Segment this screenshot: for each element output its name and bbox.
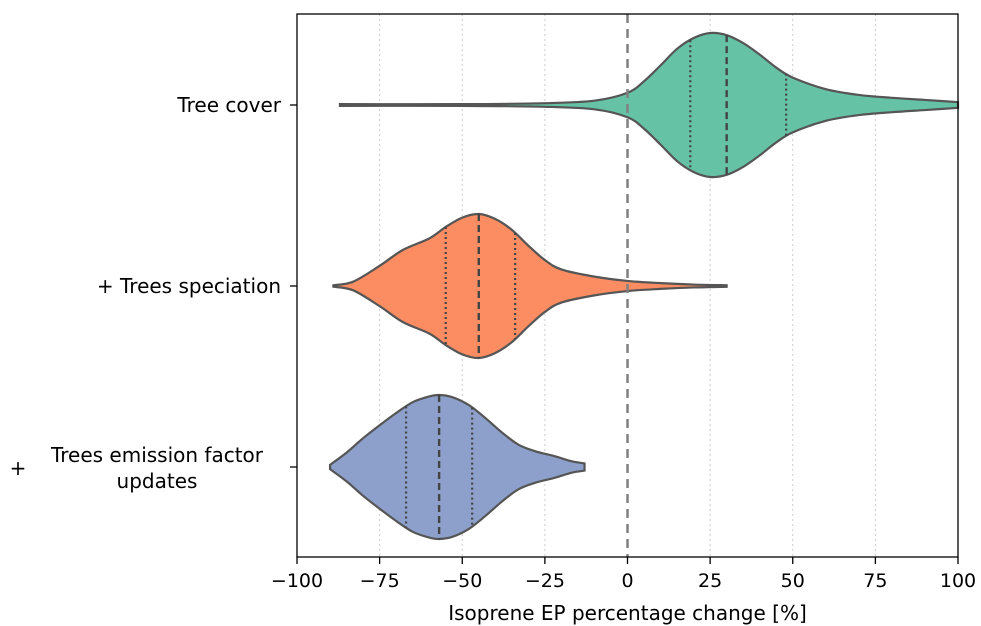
y-category-label-2-line-0: Trees emission factor bbox=[50, 443, 264, 467]
violin-body-1 bbox=[332, 212, 728, 360]
x-tick-label-3: −25 bbox=[525, 570, 565, 592]
violin-2 bbox=[328, 393, 586, 541]
violin-body-2 bbox=[328, 393, 586, 541]
x-axis-title: Isoprene EP percentage change [%] bbox=[448, 601, 807, 625]
y-axis-categories: Tree cover + Trees speciation Trees emissi… bbox=[10, 93, 297, 493]
y-category-label-0: Tree cover bbox=[176, 93, 281, 117]
y-category-label-prefix-2: + bbox=[10, 456, 27, 480]
x-tick-label-4: 0 bbox=[621, 570, 633, 592]
y-category-label-1: + Trees speciation bbox=[97, 274, 281, 298]
violins bbox=[328, 31, 960, 541]
x-tick-label-6: 50 bbox=[781, 570, 805, 592]
x-tick-label-5: 25 bbox=[698, 570, 722, 592]
x-axis-ticks: −100 −75 −50 −25 0 25 50 75 100 bbox=[271, 557, 976, 592]
x-tick-label-2: −50 bbox=[442, 570, 482, 592]
y-category-label-2-line-1: updates bbox=[117, 469, 198, 493]
x-tick-label-8: 100 bbox=[940, 570, 976, 592]
violin-body-0 bbox=[338, 31, 960, 179]
violin-1 bbox=[332, 212, 728, 360]
x-tick-label-0: −100 bbox=[271, 570, 323, 592]
x-tick-label-1: −75 bbox=[360, 570, 400, 592]
x-tick-label-7: 75 bbox=[863, 570, 887, 592]
violin-0 bbox=[338, 31, 960, 179]
